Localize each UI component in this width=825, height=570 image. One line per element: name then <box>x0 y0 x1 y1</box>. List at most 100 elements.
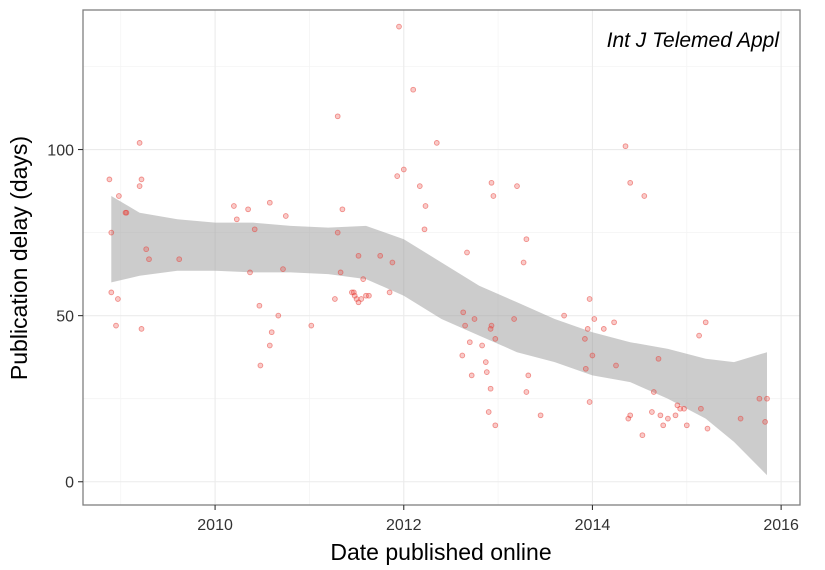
data-point <box>483 369 490 375</box>
y-tick-label: 0 <box>65 475 74 492</box>
data-point <box>251 226 258 233</box>
data-points <box>106 23 770 439</box>
data-point <box>233 216 240 223</box>
data-point <box>586 296 593 302</box>
data-point <box>416 183 423 189</box>
data-point <box>136 140 143 146</box>
data-point <box>466 339 473 346</box>
data-point <box>459 352 466 359</box>
data-point <box>681 405 687 412</box>
data-point <box>396 23 402 30</box>
data-point <box>116 193 122 199</box>
data-point <box>123 209 130 216</box>
data-point <box>641 193 648 199</box>
data-point <box>702 319 709 326</box>
y-axis-title: Publication delay (days) <box>6 136 32 380</box>
data-point <box>308 322 315 329</box>
data-point <box>698 405 704 412</box>
data-point <box>136 183 143 189</box>
data-point <box>622 143 629 150</box>
data-point <box>756 395 763 402</box>
data-point <box>332 296 338 302</box>
data-point <box>106 176 113 183</box>
data-point <box>639 432 646 439</box>
data-point <box>537 412 544 419</box>
x-tick-label: 2016 <box>763 517 799 534</box>
data-point <box>627 412 634 419</box>
data-point <box>482 359 489 365</box>
data-point <box>334 113 341 120</box>
data-point <box>677 405 684 412</box>
data-point <box>282 213 289 219</box>
data-point <box>488 179 495 186</box>
data-point <box>108 289 115 296</box>
data-point <box>468 372 475 379</box>
data-point <box>660 422 667 429</box>
data-point <box>358 296 365 302</box>
data-point <box>460 309 467 316</box>
data-point <box>523 236 530 243</box>
data-point <box>433 140 440 146</box>
data-point <box>275 312 282 319</box>
data-point <box>582 336 588 342</box>
data-point <box>113 322 119 329</box>
data-point <box>280 266 286 272</box>
data-point <box>490 193 497 199</box>
data-point <box>394 173 401 179</box>
data-point <box>256 302 263 309</box>
data-point <box>683 422 690 429</box>
data-point <box>704 425 711 432</box>
data-point <box>627 179 634 186</box>
data-point <box>582 365 589 372</box>
data-point <box>462 322 468 329</box>
data-point <box>650 389 657 395</box>
data-point <box>649 409 655 415</box>
smooth-confidence-band <box>111 196 768 476</box>
data-point <box>231 203 237 209</box>
data-point <box>115 296 121 302</box>
data-point <box>146 256 152 263</box>
data-point <box>696 332 702 339</box>
panel-border <box>82 9 801 506</box>
data-point <box>247 269 253 276</box>
data-point <box>386 289 393 296</box>
data-point <box>479 342 485 349</box>
data-point <box>143 246 150 253</box>
data-point <box>245 206 251 213</box>
data-point <box>485 409 492 415</box>
data-point <box>360 276 367 282</box>
data-point <box>584 326 591 332</box>
data-point <box>389 259 396 266</box>
data-point <box>520 259 527 266</box>
data-point <box>511 316 517 322</box>
data-point <box>422 203 429 209</box>
data-point <box>665 415 671 422</box>
data-point <box>339 206 346 213</box>
annotation-label: Int J Telemed Appl <box>607 29 781 52</box>
data-point <box>108 229 115 236</box>
data-point <box>561 312 567 319</box>
data-point <box>514 183 520 189</box>
x-tick-label: 2010 <box>197 517 233 534</box>
data-point <box>525 372 532 379</box>
data-point <box>366 292 372 299</box>
data-point <box>586 399 593 405</box>
major-grid <box>83 10 800 505</box>
y-tick-label: 50 <box>56 309 74 326</box>
x-axis: 2010 2012 2014 2016 <box>197 505 799 534</box>
data-point <box>672 412 679 419</box>
data-point <box>377 252 384 259</box>
data-point <box>523 389 530 395</box>
data-point <box>589 352 596 359</box>
data-point <box>176 256 183 263</box>
data-point <box>487 385 494 392</box>
data-point <box>138 326 145 332</box>
data-point <box>138 176 145 183</box>
data-point <box>655 355 662 362</box>
data-point <box>266 199 273 206</box>
data-point <box>492 336 499 342</box>
y-tick-label: 100 <box>47 143 74 160</box>
x-axis-title: Date published online <box>330 539 551 565</box>
data-point <box>410 86 417 93</box>
data-point <box>764 395 770 402</box>
